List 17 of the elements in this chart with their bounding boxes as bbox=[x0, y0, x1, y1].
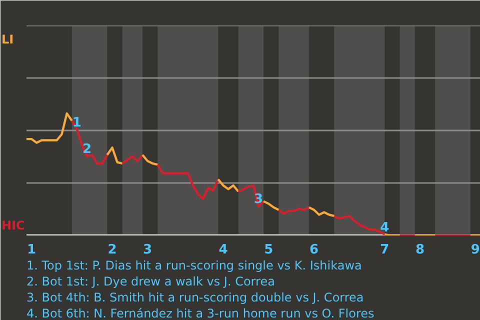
x-tick-label: 4 bbox=[218, 242, 228, 258]
x-tick-label: 7 bbox=[380, 242, 390, 258]
x-tick-label: 2 bbox=[108, 242, 117, 258]
x-tick-label: 3 bbox=[143, 242, 152, 258]
x-tick-label: 6 bbox=[310, 242, 319, 258]
annotation: 4 bbox=[380, 220, 390, 236]
text: 3. Bot 4th: B. Smith hit a run-scoring double vs J. Correa bbox=[26, 290, 364, 304]
x-tick-label: 8 bbox=[415, 242, 424, 258]
x-tick-label: 5 bbox=[264, 242, 274, 258]
x-tick-label: 1 bbox=[27, 242, 36, 258]
text: LI bbox=[2, 32, 14, 46]
text: 2. Bot 1st: J. Dye drew a walk vs J. Correa bbox=[26, 274, 275, 288]
annotation: 1 bbox=[72, 115, 82, 130]
text: 1. Top 1st: P. Dias hit a run-scoring single vs K. Ishikawa bbox=[26, 258, 362, 272]
text: 4. Bot 6th: N. Fernández hit a 3-run home run vs O. Flores bbox=[26, 306, 374, 320]
text: HIC bbox=[2, 218, 26, 232]
x-tick-label: 9 bbox=[470, 242, 480, 258]
